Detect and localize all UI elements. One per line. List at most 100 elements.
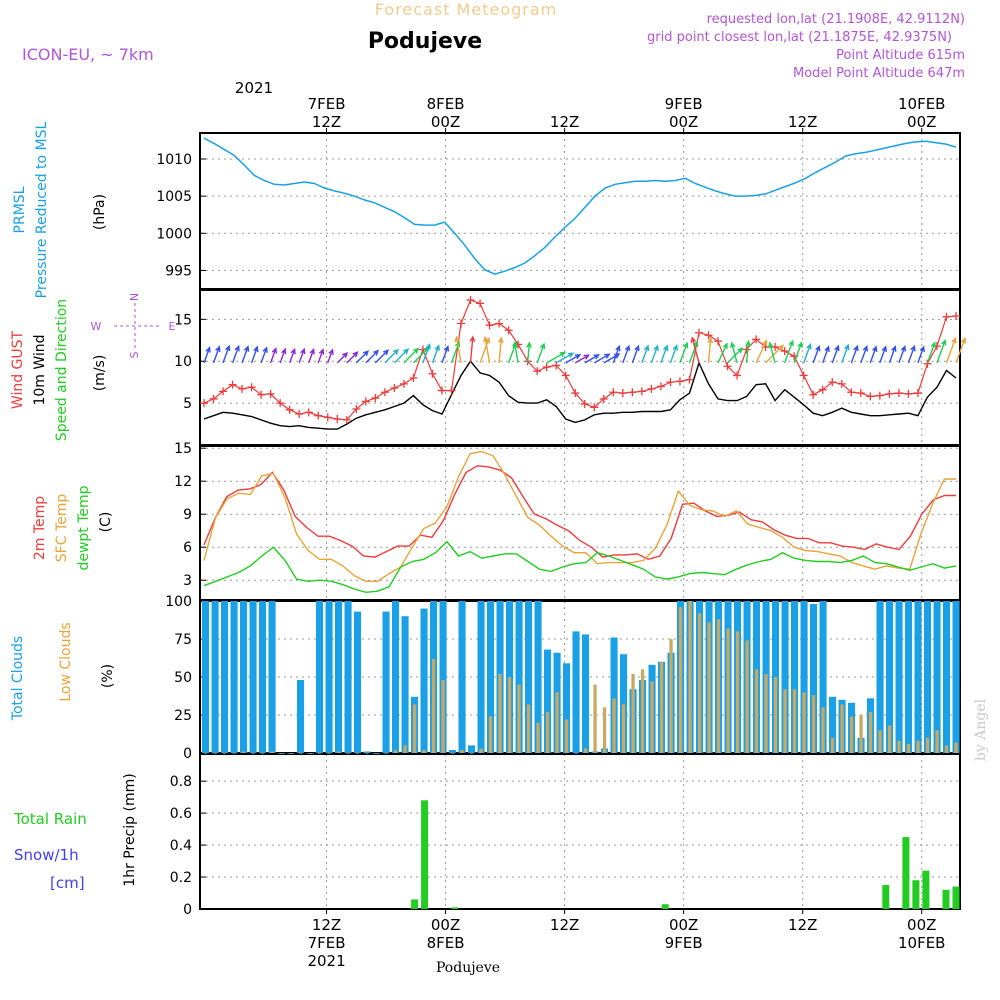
ytick-label: 50	[174, 670, 192, 686]
gust-marker	[704, 331, 713, 340]
requested-coords: requested lon,lat (21.1908E, 42.9112N)	[707, 12, 965, 27]
ytick-label: 15	[174, 441, 192, 457]
total-cloud-bar	[392, 601, 400, 753]
total-cloud-bar	[914, 601, 922, 753]
snow-unit: [cm]	[50, 874, 85, 892]
gust-marker	[952, 311, 960, 320]
low-cloud-bar	[317, 753, 322, 754]
total-cloud-bar	[230, 601, 238, 753]
wind-direction-arrow	[355, 350, 370, 364]
wind-direction-arrow	[593, 353, 611, 364]
wind-direction-arrow	[403, 347, 420, 364]
low-cloud-bar	[384, 753, 388, 754]
low-cloud-bar	[393, 750, 398, 753]
wind-direction-arrow	[384, 348, 400, 364]
wind-direction-arrow	[374, 349, 390, 364]
grid-point-coords: grid point closest lon,lat (21.1875E, 42…	[647, 30, 952, 45]
total-cloud-bar	[895, 601, 903, 753]
gust-marker	[685, 375, 694, 384]
bottom-hour-label: 00Z	[907, 916, 936, 934]
wind-direction-arrow	[730, 341, 738, 364]
gust-marker	[219, 387, 228, 396]
gust-marker	[847, 388, 856, 397]
sfc-temp-line	[203, 450, 956, 582]
gust-marker	[675, 377, 684, 386]
low-cloud-bar	[602, 707, 607, 753]
gust-marker	[647, 384, 656, 393]
gust-marker	[247, 383, 256, 392]
total-cloud-bar	[515, 601, 523, 753]
pressure-label-2: Pressure Reduced to MSL	[34, 121, 50, 298]
low-cloud-bar	[678, 607, 683, 753]
bottom-year-label: 2021	[307, 952, 345, 970]
wind-direction-arrow	[936, 338, 947, 364]
low-cloud-bar	[507, 677, 512, 753]
gust-marker	[437, 386, 446, 395]
gust-marker	[733, 371, 742, 380]
low-cloud-bar	[621, 704, 626, 753]
low-cloud-bar	[251, 753, 255, 754]
wind-direction-arrow	[850, 344, 859, 364]
total-cloud-bar	[952, 601, 960, 753]
wind-direction-arrow	[812, 344, 821, 364]
low-cloud-bar	[336, 751, 341, 753]
bottom-date-label: 9FEB	[665, 934, 703, 952]
bottom-date-label: 7FEB	[308, 934, 346, 952]
low-cloud-bar	[536, 722, 540, 753]
bottom-hour-label: 12Z	[550, 916, 579, 934]
panel-wind: 5 10 15	[174, 289, 961, 446]
pressure-unit: (hPa)	[92, 194, 108, 230]
wind-direction-arrow	[641, 344, 650, 364]
wind-direction-arrow	[803, 342, 812, 364]
gust-marker	[742, 345, 751, 354]
total-cloud-bar	[582, 634, 590, 753]
ytick-label: 15	[174, 312, 192, 328]
rain-bar	[902, 837, 910, 909]
ytick-label: 0	[183, 746, 192, 762]
total-cloud-bar	[468, 745, 476, 753]
total-cloud-bar	[211, 601, 219, 753]
top-hour-label: 00Z	[431, 113, 460, 131]
low-cloud-bar	[754, 669, 759, 753]
total-cloud-bar	[221, 601, 229, 753]
rain-bar	[942, 889, 950, 909]
bottom-hour-label: 12Z	[788, 916, 817, 934]
total-cloud-bar	[905, 601, 913, 753]
gust-marker	[447, 386, 456, 395]
total-cloud-bar	[401, 616, 409, 753]
low-cloud-bar	[954, 742, 958, 753]
low-cloud-bar	[821, 707, 825, 753]
gust-marker	[409, 373, 418, 382]
wind-direction-arrow	[574, 354, 591, 364]
precip-unit: 1hr Precip (mm)	[122, 773, 138, 886]
wind-direction-arrow	[907, 344, 916, 364]
wind-direction-arrow	[555, 352, 575, 364]
low-cloud-bar	[583, 748, 588, 753]
low-cloud-bar	[792, 689, 797, 753]
gust-marker	[352, 404, 361, 413]
wind-direction-arrow	[768, 341, 776, 364]
low-cloud-bar	[203, 753, 208, 754]
low-cloud-bar	[517, 684, 521, 753]
gust-marker	[533, 367, 542, 376]
low-cloud-bar	[355, 753, 360, 754]
gust-marker	[694, 328, 703, 337]
top-hour-label: 12Z	[312, 113, 341, 131]
wind-direction-arrow	[454, 335, 462, 364]
model-label: ICON-EU, ~ 7km	[22, 45, 154, 64]
ytick-label: 25	[174, 708, 192, 724]
rain-bar	[661, 904, 669, 909]
low-cloud-bar	[241, 751, 246, 753]
total-cloud-bar	[354, 611, 362, 753]
clouds-unit: (%)	[100, 664, 116, 688]
wind-direction-arrow	[584, 354, 601, 364]
wind-direction-arrow	[346, 351, 359, 364]
low-cloud-bar	[545, 712, 550, 753]
rain-bar	[451, 907, 459, 909]
low-cloud-bar	[488, 716, 493, 753]
gust-marker	[342, 415, 351, 424]
gust-marker	[209, 394, 218, 403]
low-cloud-bar	[707, 622, 711, 753]
wind-direction-arrow	[784, 339, 794, 364]
low-cloud-bar	[897, 740, 901, 753]
